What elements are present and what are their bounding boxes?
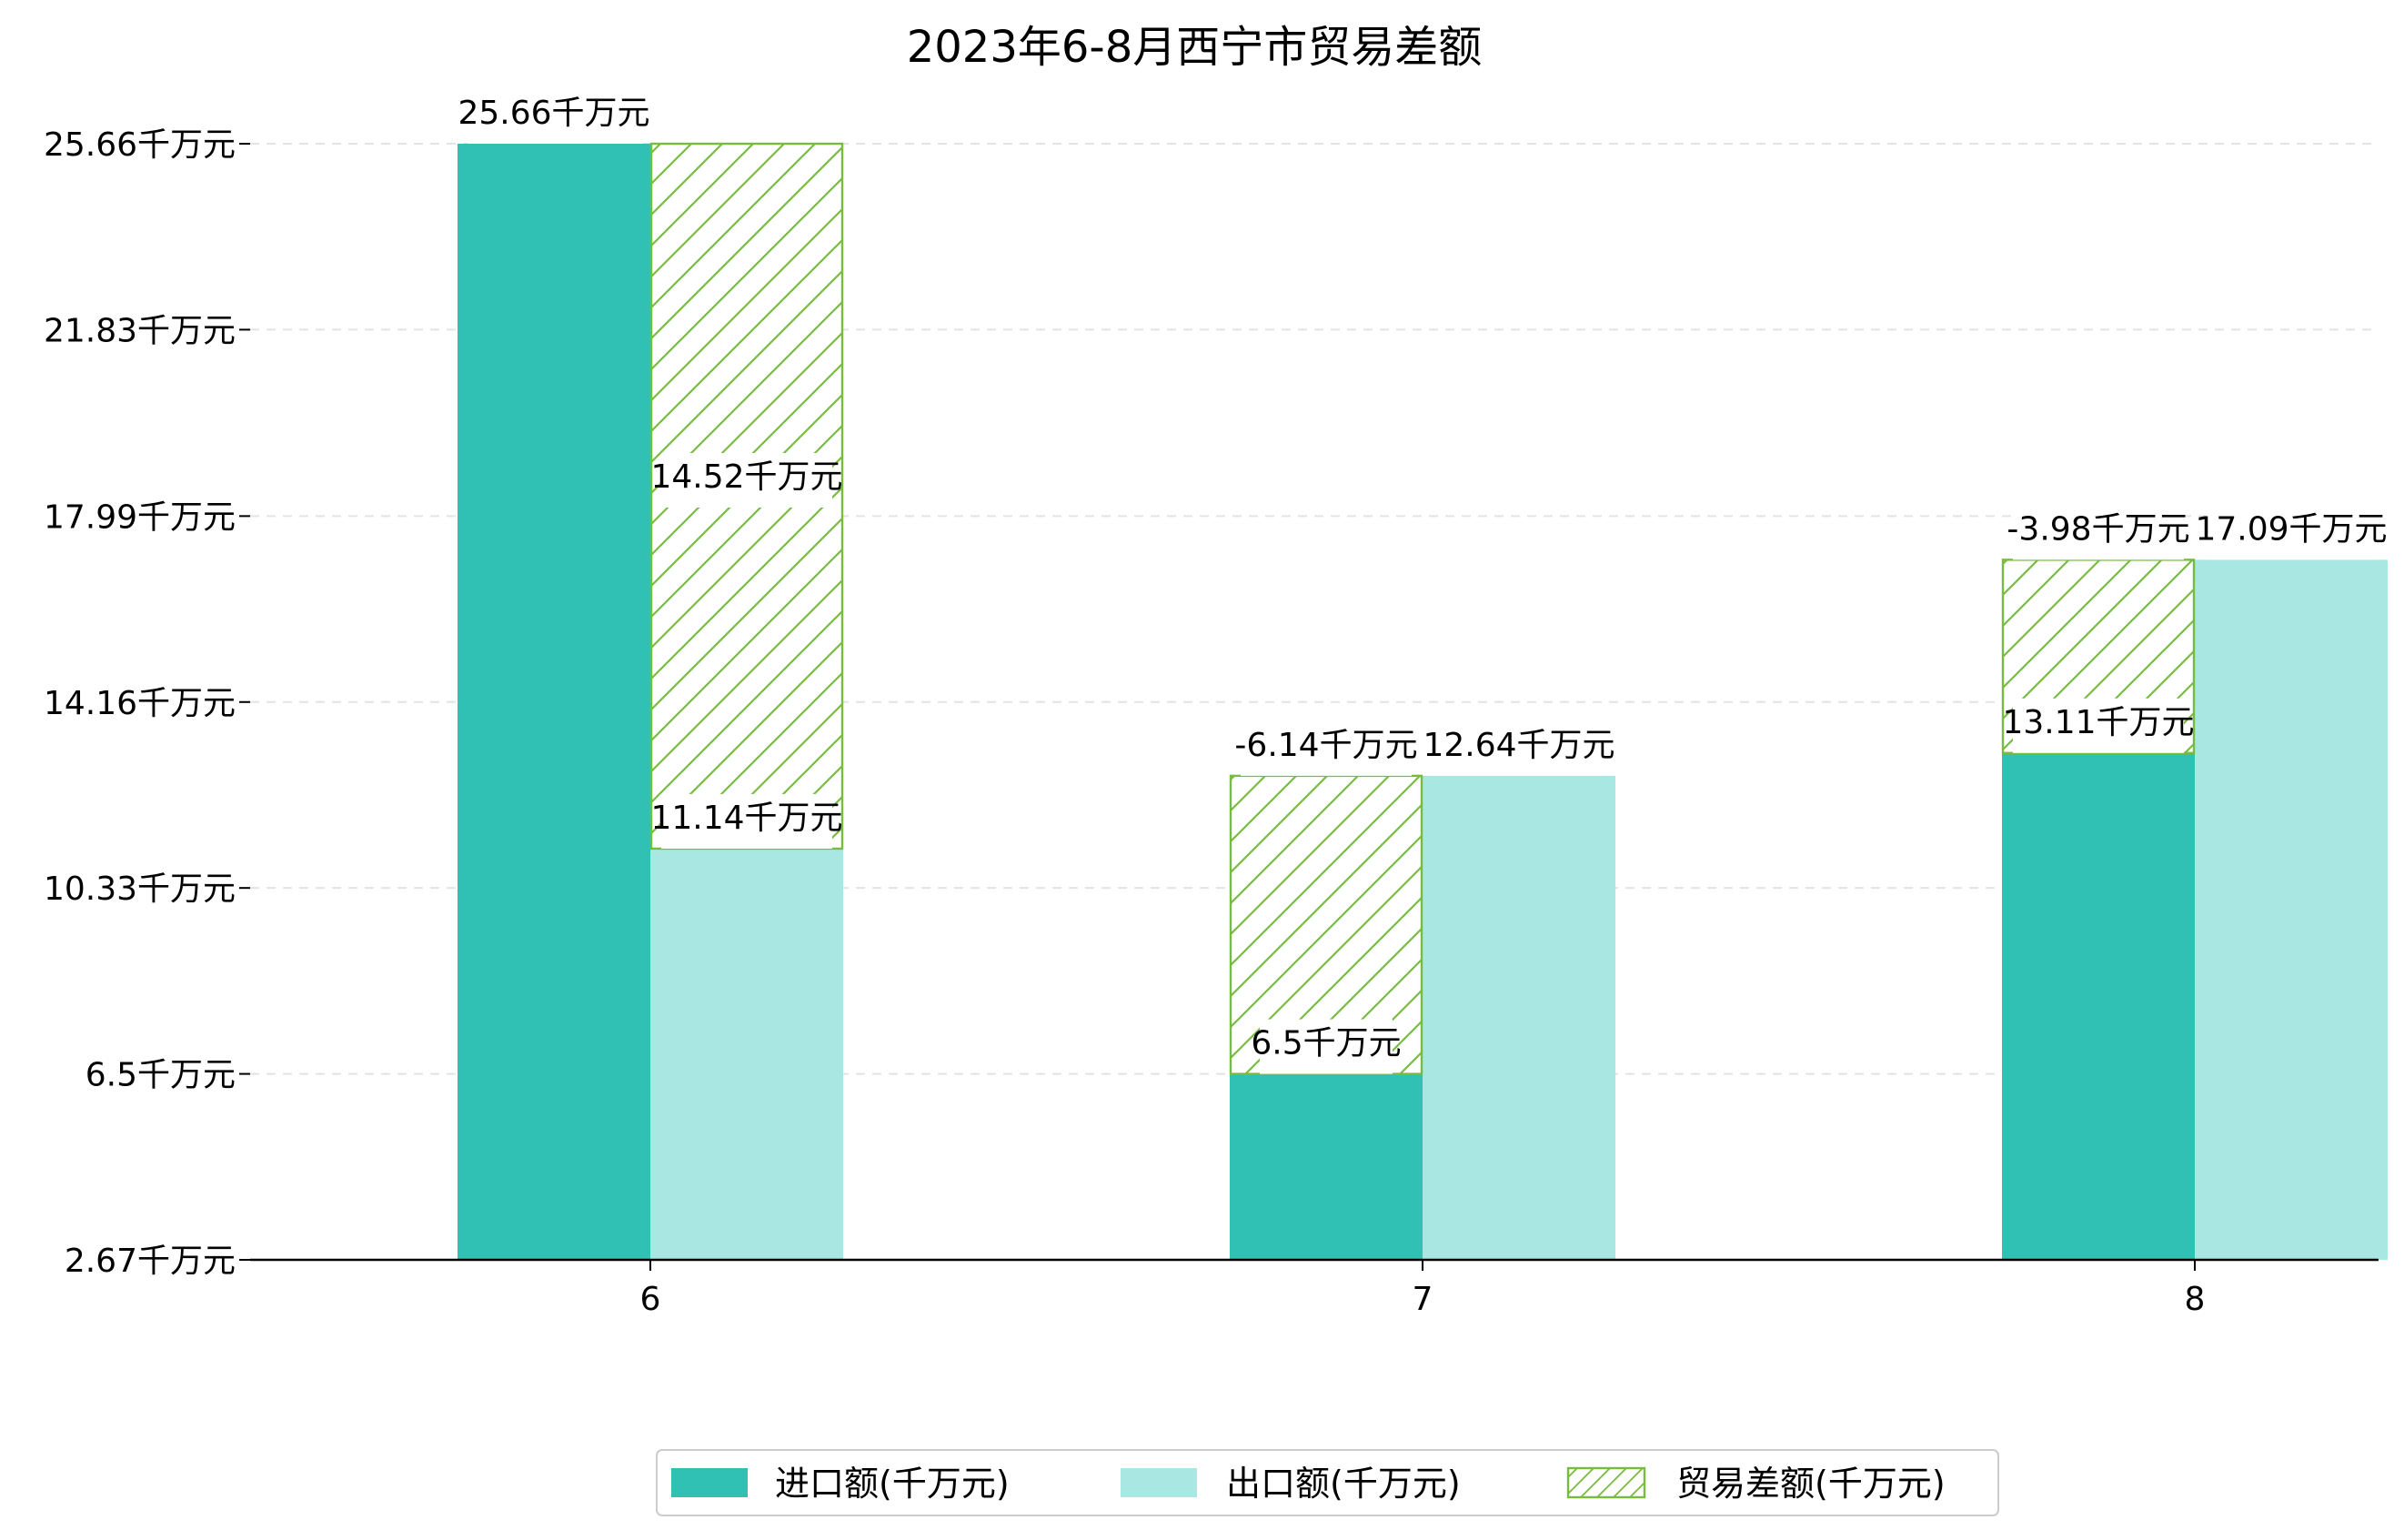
y-axis: 2.67千万元 6.5千万元 10.33千万元 14.16千万元 17.99千万元 21.… (44, 126, 250, 1280)
legend-frame (656, 1449, 1999, 1516)
data-label-box (2013, 505, 2184, 560)
data-label-box (2013, 698, 2184, 753)
data-label-text: 12.64千万元 (1423, 727, 1614, 764)
label-trade-balance: -3.98千万元 (2007, 505, 2190, 560)
data-label-box (1241, 720, 1412, 776)
data-label-box (2206, 505, 2377, 560)
label-export: 12.64千万元 (1423, 720, 1615, 776)
x-axis: 6 7 8 (250, 1258, 2379, 1318)
label-export: 17.09千万元 (2195, 505, 2388, 560)
bar-import (458, 144, 650, 1260)
x-tick-label: 6 (640, 1281, 661, 1318)
data-label-box (1433, 720, 1604, 776)
legend-label: 贸易差额(千万元) (1676, 1464, 1946, 1504)
label-export: 11.14千万元 (650, 793, 843, 849)
y-tick-label: 2.67千万元 (65, 1243, 236, 1280)
y-tick-label: 17.99千万元 (44, 498, 236, 536)
bar-export (1423, 775, 1615, 1260)
y-tick-label: 6.5千万元 (85, 1057, 236, 1094)
legend-label: 出口额(千万元) (1226, 1464, 1461, 1504)
legend-item: 出口额(千万元) (1121, 1464, 1461, 1504)
legend-item: 贸易差额(千万元) (1566, 1464, 1946, 1504)
data-labels: 25.66千万元 11.14千万元 14.52千万元 6.5千万元 12.64千万元-6… (458, 89, 2388, 1074)
legend-swatch (671, 1468, 748, 1497)
data-label-box (661, 453, 832, 508)
data-label-text: -3.98千万元 (2007, 510, 2189, 548)
data-label-box (661, 793, 832, 849)
y-tick-label: 10.33千万元 (44, 871, 236, 908)
legend-swatch (1566, 1466, 1646, 1499)
y-tick-label: 14.16千万元 (44, 685, 236, 722)
data-label-text: 11.14千万元 (650, 800, 842, 837)
data-label-text: -6.14千万元 (1234, 727, 1417, 764)
x-tick-label: 8 (2185, 1281, 2206, 1318)
label-import: 6.5千万元 (1251, 1019, 1402, 1074)
legend-label: 进口额(千万元) (775, 1464, 1010, 1504)
data-label-text: 17.09千万元 (2195, 510, 2387, 548)
legend-swatch (1121, 1468, 1197, 1497)
x-tick-label: 7 (1413, 1281, 1433, 1318)
data-label-box (468, 89, 639, 144)
data-label-text: 6.5千万元 (1251, 1025, 1401, 1062)
label-trade-balance: 14.52千万元 (650, 453, 843, 508)
data-label-box (1260, 1019, 1393, 1074)
y-tick-label: 25.66千万元 (44, 126, 236, 164)
data-label-text: 25.66千万元 (458, 95, 649, 132)
y-tick-label: 21.83千万元 (44, 312, 236, 349)
data-label-text: 14.52千万元 (650, 458, 842, 496)
legend: 进口额(千万元) 出口额(千万元) 贸易差额(千万元) (656, 1449, 1999, 1516)
legend-item: 进口额(千万元) (671, 1464, 1010, 1504)
bar-import (1230, 1073, 1423, 1260)
label-trade-balance: -6.14千万元 (1234, 720, 1418, 776)
bar-export (2195, 559, 2388, 1260)
chart-title: 2023年6-8月西宁市贸易差额 (907, 22, 1483, 73)
bar-import (2002, 752, 2195, 1260)
data-label-text: 13.11千万元 (2002, 704, 2194, 741)
bar-export (650, 848, 843, 1260)
label-import: 13.11千万元 (2002, 698, 2195, 753)
label-import: 25.66千万元 (458, 89, 650, 144)
